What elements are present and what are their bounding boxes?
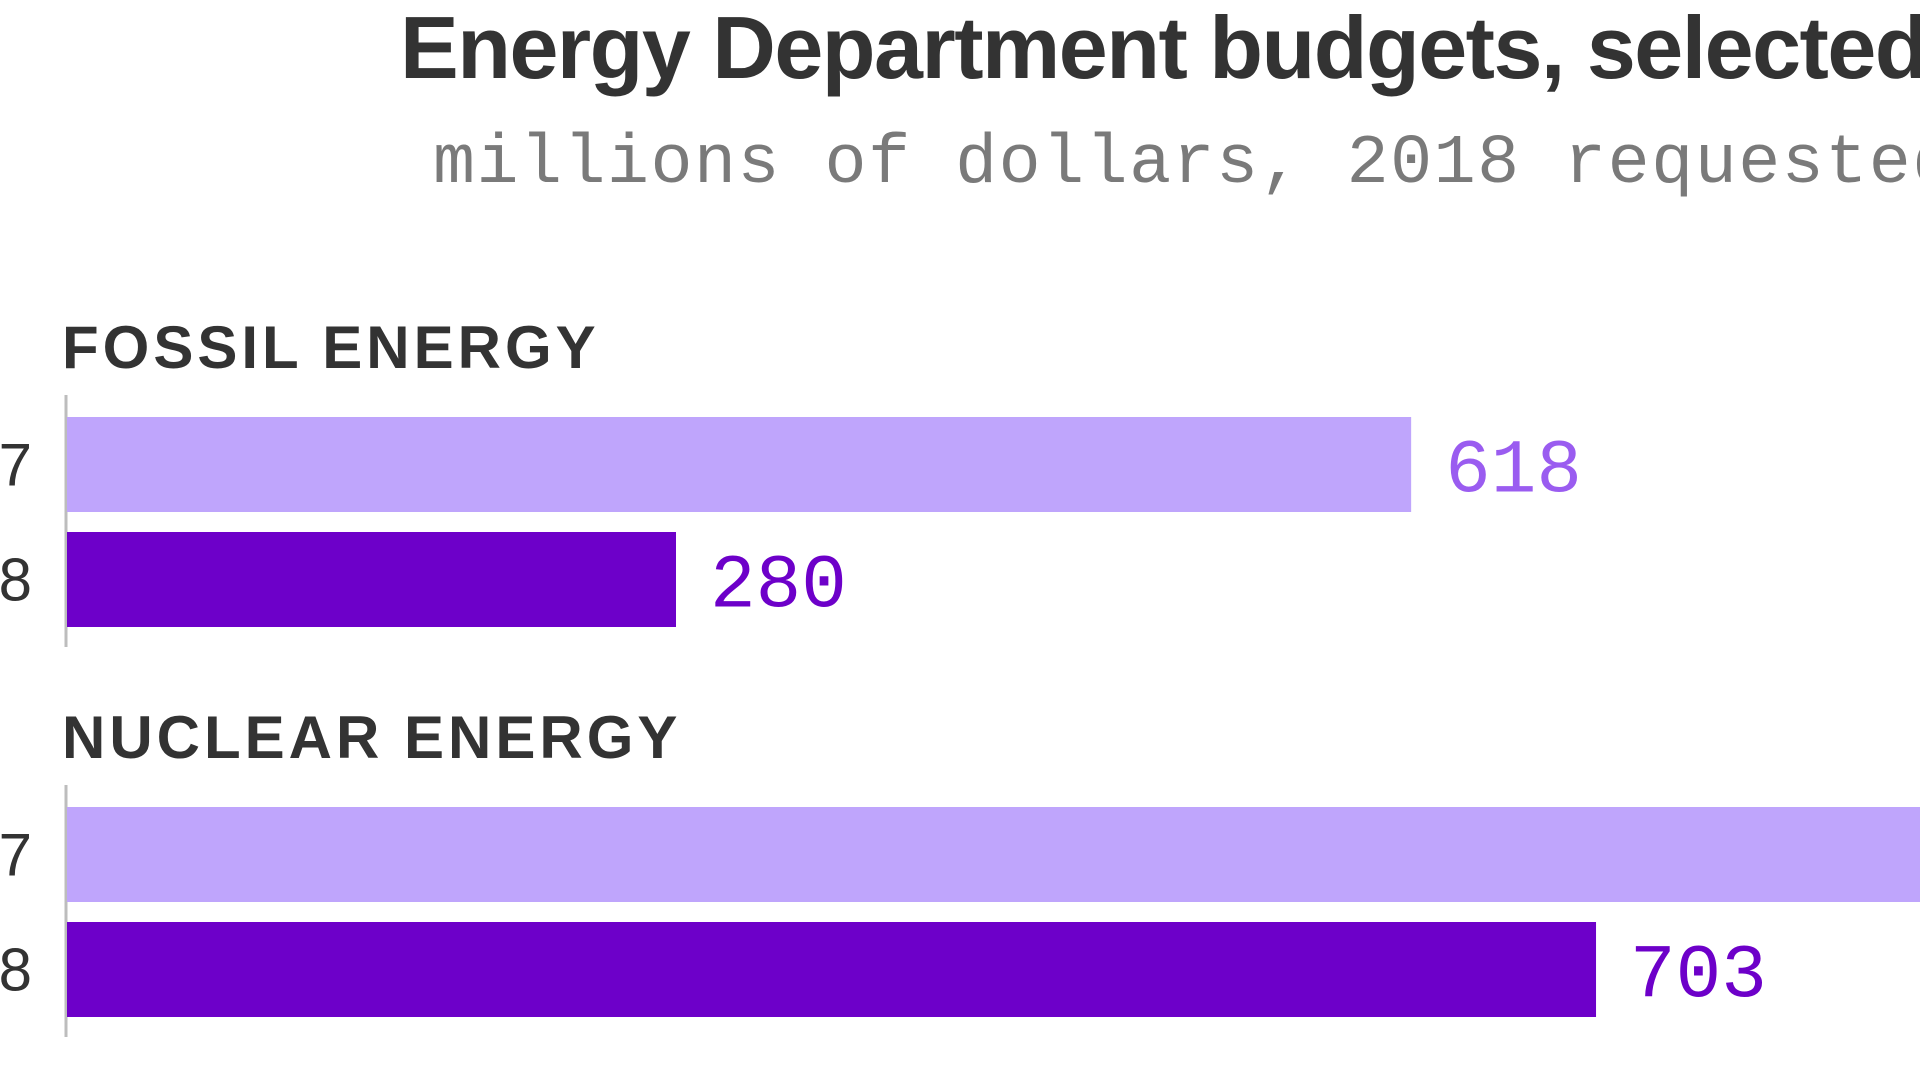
value-label-nuclear-energy-2018: 703 bbox=[1630, 934, 1767, 1020]
value-label-fossil-energy-2017: 618 bbox=[1445, 429, 1582, 515]
chart-subtitle: millions of dollars, 2018 requested bbox=[433, 125, 1920, 204]
bar-fossil-energy-2017 bbox=[67, 417, 1412, 512]
category-label-nuclear-energy-2017: 2017 bbox=[0, 822, 32, 889]
bar-nuclear-energy-2018 bbox=[67, 922, 1597, 1017]
bar-nuclear-energy-2017 bbox=[67, 807, 1920, 902]
group-label-nuclear-energy: NUCLEAR ENERGY bbox=[62, 704, 682, 771]
bar-fossil-energy-2018 bbox=[67, 532, 676, 627]
category-label-nuclear-energy-2018: 2018 bbox=[0, 937, 32, 1004]
chart-title: Energy Department budgets, selected bbox=[400, 0, 1920, 97]
value-label-fossil-energy-2018: 280 bbox=[710, 544, 847, 630]
group-label-fossil-energy: FOSSIL ENERGY bbox=[62, 314, 600, 381]
category-label-fossil-energy-2018: 2018 bbox=[0, 547, 32, 614]
category-label-fossil-energy-2017: 2017 bbox=[0, 432, 32, 499]
